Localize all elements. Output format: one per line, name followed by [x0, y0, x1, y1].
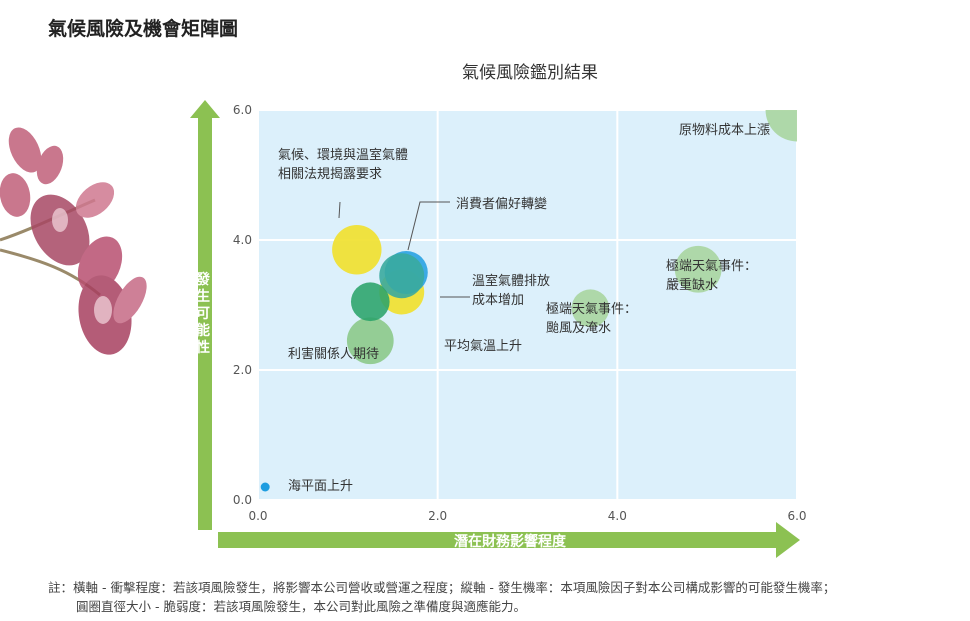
y-axis-arrow	[190, 100, 220, 530]
data-label-line: 嚴重缺水	[666, 277, 718, 293]
data-label: 消費者偏好轉變	[456, 196, 547, 212]
footnote-line-1: 註：橫軸 - 衝擊程度：若該項風險發生，將影響本公司營收或營運之程度；縱軸 - …	[48, 580, 836, 595]
bubble-point	[674, 245, 722, 293]
data-label: 極端天氣事件： 颱風及淹水	[546, 301, 637, 336]
data-label-line: 消費者偏好轉變	[456, 196, 547, 212]
data-label-line: 相關法規揭露要求	[278, 167, 382, 182]
data-label: 氣候、環境與溫室氣體相關法規揭露要求	[278, 147, 408, 182]
y-tick-label: 4.0	[233, 233, 252, 247]
page-title: 氣候風險及機會矩陣圖	[48, 18, 239, 40]
plot-area	[258, 110, 797, 500]
leader-line	[407, 201, 450, 251]
y-tick-label: 2.0	[233, 363, 252, 377]
bubble-point	[350, 282, 390, 322]
leader-line	[338, 201, 341, 219]
bubble-point	[571, 289, 610, 328]
data-label-line: 極端天氣事件：	[546, 301, 637, 317]
data-label-line: 利害關係人期待	[288, 346, 379, 362]
x-tick-label: 0.0	[248, 509, 267, 523]
data-label: 平均氣溫上升	[444, 339, 522, 354]
flower-illustration	[0, 127, 147, 355]
y-tick-label: 0.0	[233, 493, 252, 507]
data-label-line: 原物料成本上漲	[679, 123, 770, 138]
x-tick-label: 6.0	[787, 509, 806, 523]
y-tick-label: 6.0	[233, 103, 252, 117]
data-label-line: 海平面上升	[288, 479, 353, 494]
bubble-point	[260, 482, 270, 492]
data-label-line: 溫室氣體排放	[472, 273, 550, 289]
data-label: 極端天氣事件： 嚴重缺水	[666, 258, 757, 293]
x-tick-label: 2.0	[428, 509, 447, 523]
data-label-line: 颱風及淹水	[546, 321, 611, 336]
bubble-point	[332, 225, 382, 275]
data-label-line: 極端天氣事件：	[666, 258, 757, 274]
data-label: 海平面上升	[288, 479, 353, 494]
bubbles-group	[260, 110, 797, 492]
bubble-point	[379, 253, 425, 299]
data-label: 溫室氣體排放成本增加	[472, 273, 550, 308]
footnote-line-2: 圓圈直徑大小 - 脆弱度：若該項風險發生，本公司對此風險之準備度與適應能力。	[76, 599, 526, 614]
footnote: 註：橫軸 - 衝擊程度：若該項風險發生，將影響本公司營收或營運之程度；縱軸 - …	[48, 578, 835, 616]
chart-title: 氣候風險鑑別結果	[462, 63, 598, 83]
data-label: 利害關係人期待	[288, 346, 379, 362]
data-label-line: 氣候、環境與溫室氣體	[278, 147, 408, 163]
data-label-line: 成本增加	[472, 293, 524, 308]
x-axis-arrow	[218, 522, 800, 558]
data-label-line: 平均氣溫上升	[444, 339, 522, 354]
x-axis-label: 潛在財務影響程度	[454, 534, 566, 550]
y-axis-label: 發生可能性	[196, 272, 210, 356]
bubble-point	[765, 110, 797, 142]
bubble-point	[346, 317, 394, 365]
data-label: 原物料成本上漲	[679, 123, 770, 138]
x-tick-label: 4.0	[608, 509, 627, 523]
